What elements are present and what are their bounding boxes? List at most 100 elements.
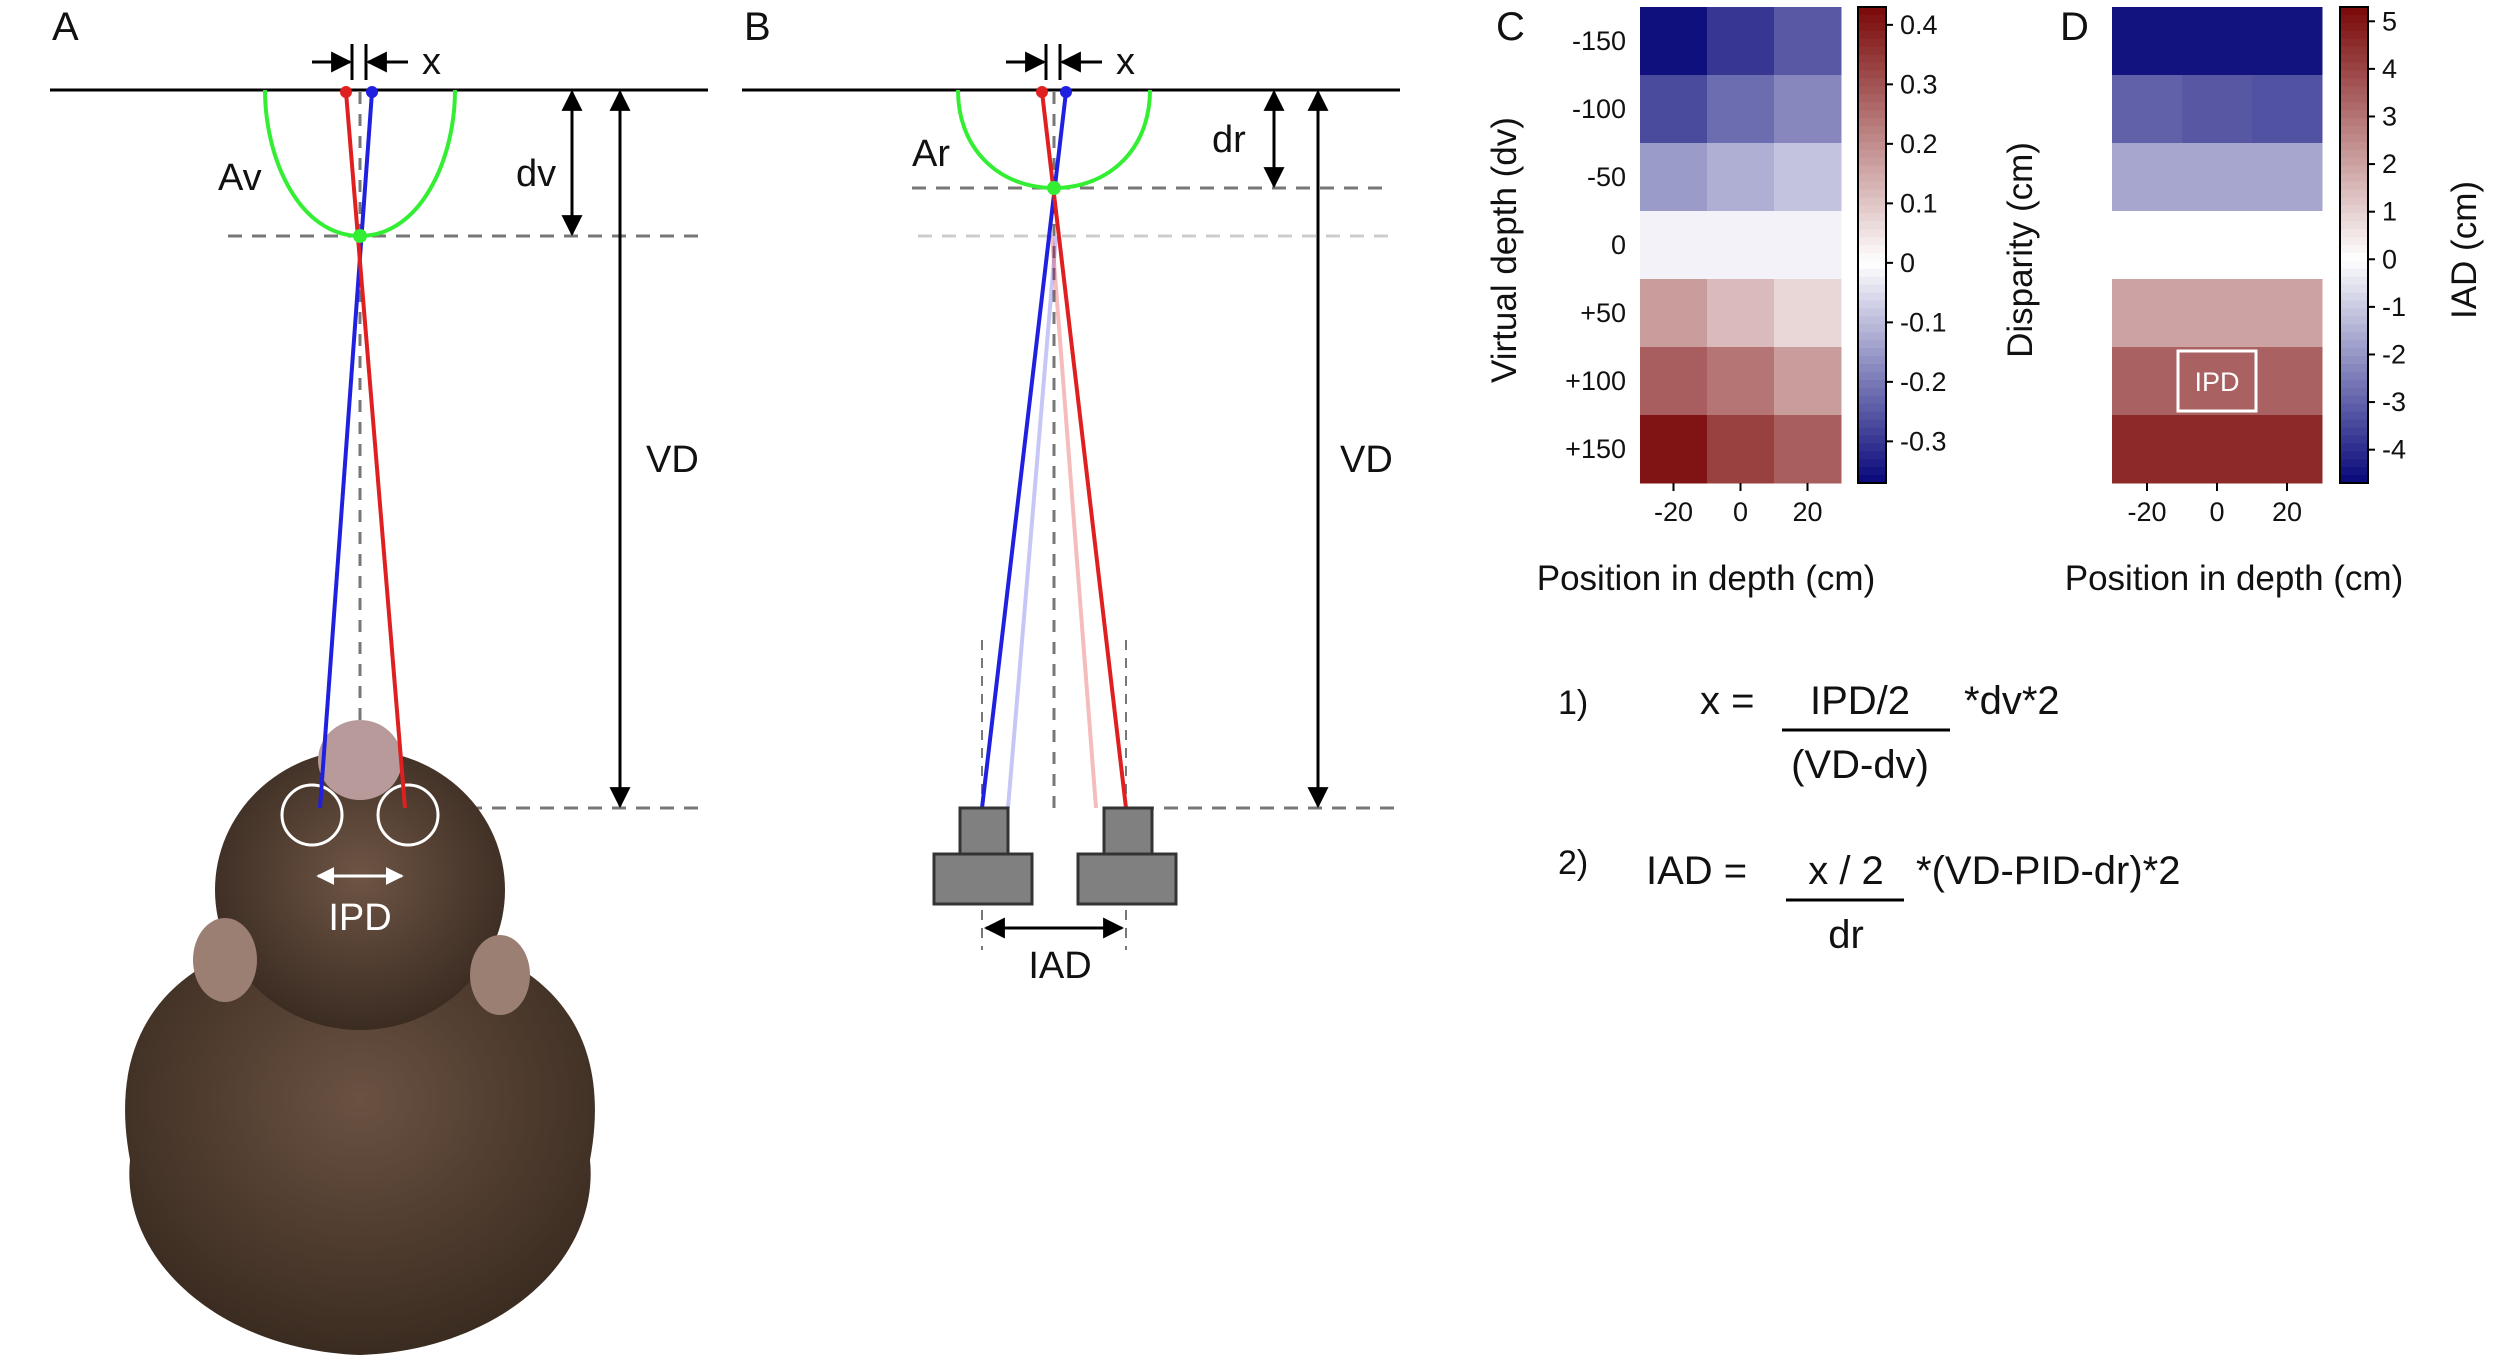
colorbar-segment xyxy=(1858,276,1886,286)
colorbar-segment xyxy=(2340,126,2368,135)
colorbar-segment xyxy=(1858,475,1886,484)
heatmap-cell xyxy=(2112,415,2183,484)
y-tick-label: -150 xyxy=(1572,26,1626,56)
heatmap-cell xyxy=(2252,143,2323,212)
heatmap-cell xyxy=(2182,415,2253,484)
colorbar-tick-label: 0.3 xyxy=(1900,69,1938,99)
av-label: Av xyxy=(218,157,262,199)
colorbar-segment xyxy=(2340,221,2368,230)
colorbar-tick-label: 0.1 xyxy=(1900,188,1938,218)
heatmap-cell xyxy=(1774,75,1842,144)
colorbar-segment xyxy=(1858,181,1886,191)
heatmap-cell xyxy=(2252,279,2323,348)
colorbar-segment xyxy=(2340,157,2368,167)
colorbar-segment xyxy=(1858,435,1886,444)
colorbar-segment xyxy=(2340,403,2368,413)
heatmap-cell xyxy=(2252,347,2323,416)
colorbar-segment xyxy=(1858,316,1886,325)
x-tick-label: 20 xyxy=(2272,497,2302,527)
colorbar-segment xyxy=(1858,118,1886,127)
y-tick-label: +150 xyxy=(1565,434,1626,464)
colorbar-tick-label: -3 xyxy=(2382,387,2406,417)
colorbar-tick-label: 3 xyxy=(2382,101,2397,131)
colorbar-tick-label: -0.2 xyxy=(1900,367,1947,397)
colorbar-segment xyxy=(2340,54,2368,64)
x-tick-label: 0 xyxy=(1733,497,1748,527)
camera-right xyxy=(1076,806,1178,906)
colorbar-segment xyxy=(1858,268,1886,278)
colorbar-segment xyxy=(1858,54,1886,64)
vd-label-a: VD xyxy=(646,439,699,481)
heatmap-cell xyxy=(1707,211,1775,280)
heatmap-cell xyxy=(1707,7,1775,76)
colorbar-segment xyxy=(1858,395,1886,405)
colorbar-segment xyxy=(2340,189,2368,198)
colorbar-segment xyxy=(2340,443,2368,452)
colorbar-segment xyxy=(1858,189,1886,198)
right-image-point-b xyxy=(1060,86,1072,98)
y-tick-label: -50 xyxy=(1587,162,1626,192)
colorbar-segment xyxy=(1858,229,1886,238)
colorbar-segment xyxy=(2340,78,2368,87)
colorbar-segment xyxy=(1858,197,1886,206)
heatmap-cell xyxy=(1774,415,1842,484)
colorbar-tick-label: -0.1 xyxy=(1900,307,1947,337)
heatmap-cell xyxy=(2252,415,2323,484)
panel-c-letter: C xyxy=(1496,5,1525,49)
colorbar-segment xyxy=(2340,213,2368,222)
y-tick-label: 0 xyxy=(1611,230,1626,260)
colorbar-segment xyxy=(2340,260,2368,270)
heatmap-cell xyxy=(2182,279,2253,348)
heatmap-cell xyxy=(2182,75,2253,144)
heatmap-cell xyxy=(1707,347,1775,416)
colorbar-segment xyxy=(1858,165,1886,175)
heatmap-cell xyxy=(2112,75,2183,144)
colorbar-segment xyxy=(1858,30,1886,40)
colorbar-segment xyxy=(1858,86,1886,95)
heatmap-cell xyxy=(2182,347,2253,416)
colorbar-tick-label: 0 xyxy=(1900,248,1915,278)
panel-c: C -20 0 20-150-100-500+50+100+150 0.40.30.… xyxy=(1485,5,2040,598)
colorbar-segment xyxy=(1858,213,1886,222)
heatmap-cell xyxy=(2112,143,2183,212)
left-eye-ray-b xyxy=(1040,91,1128,809)
equation-1-lhs: x = xyxy=(1700,679,1754,723)
heatmap-d: IPD -20 0 20 xyxy=(2112,7,2323,527)
colorbar-segment xyxy=(2340,459,2368,468)
colorbar-segment xyxy=(1858,46,1886,56)
panel-a-letter: A xyxy=(52,5,79,49)
left-ray-faded xyxy=(1050,235,1098,809)
x-tick-label: 0 xyxy=(2209,497,2224,527)
ipd-highlight-box xyxy=(2176,349,2258,413)
colorbar-segment xyxy=(2340,284,2368,294)
colorbar-segment xyxy=(2340,268,2368,278)
right-eye-ray-a xyxy=(318,91,374,809)
colorbar-segment xyxy=(1858,173,1886,183)
heatmap-cell xyxy=(2182,7,2253,76)
heatmap-cell xyxy=(1640,279,1708,348)
colorbar-segment xyxy=(2340,387,2368,397)
heatmap-cell xyxy=(1707,75,1775,144)
heatmap-cell xyxy=(2252,75,2323,144)
colorbar-segment xyxy=(2340,38,2368,48)
colorbar-segment xyxy=(1858,149,1886,159)
equation-1-denominator: (VD-dv) xyxy=(1791,743,1929,787)
left-image-point-b xyxy=(1036,86,1048,98)
colorbar-segment xyxy=(1858,300,1886,310)
panel-b-letter: B xyxy=(744,5,771,49)
colorbar-segment xyxy=(1858,126,1886,135)
equation-1-rhs: *dv*2 xyxy=(1964,679,2060,723)
panel-d: D IPD -20 0 20 5 4 3 2 1 0 -1 -2 -3 -4 Position in d… xyxy=(2060,5,2484,598)
colorbar-segment xyxy=(1858,157,1886,167)
heatmap-cell xyxy=(2182,143,2253,212)
panel-a: A IPD xyxy=(50,5,708,1355)
heatmap-d-xlabel: Position in depth (cm) xyxy=(2065,559,2403,598)
colorbar-c-label: Disparity (cm) xyxy=(2001,142,2040,358)
left-eye-circle xyxy=(280,783,344,847)
equation-1: 1) x = IPD/2 (VD-dv) *dv*2 xyxy=(1558,679,2060,787)
colorbar-segment xyxy=(2340,94,2368,103)
colorbar-segment xyxy=(1858,459,1886,468)
x-tick-label: -20 xyxy=(2127,497,2166,527)
ipd-label: IPD xyxy=(328,897,391,939)
colorbar-segment xyxy=(1858,205,1886,214)
